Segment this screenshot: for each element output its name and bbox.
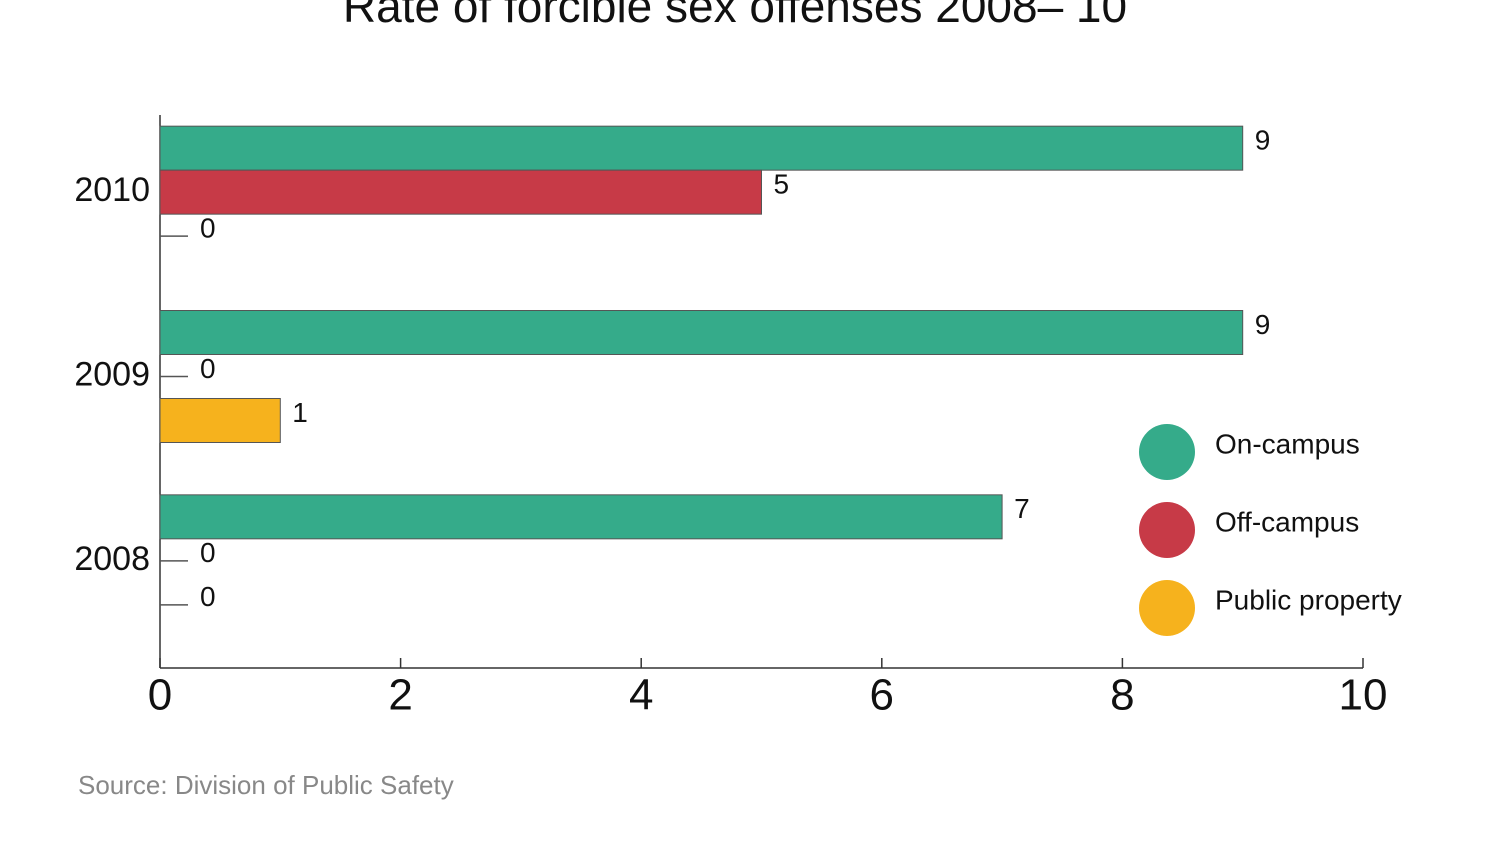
chart-title: Rate of forcible sex offenses 2008– 10 <box>343 0 1127 32</box>
value-label: 7 <box>1014 493 1030 524</box>
x-tick-label: 8 <box>1110 671 1134 720</box>
legend-label: Public property <box>1215 584 1402 615</box>
y-tick-label: 2009 <box>74 355 150 393</box>
bar <box>159 398 281 443</box>
value-label: 9 <box>1255 125 1271 156</box>
y-tick-label: 2010 <box>74 171 150 209</box>
x-tick-label: 6 <box>870 671 894 720</box>
value-label: 0 <box>200 213 216 244</box>
bar <box>159 125 1244 171</box>
source: Source: Division of Public Safety <box>78 770 454 800</box>
legend-label: On-campus <box>1215 428 1360 459</box>
value-label: 1 <box>292 397 308 428</box>
value-label: 9 <box>1255 309 1271 340</box>
bar <box>159 494 1003 540</box>
y-tick-label: 2008 <box>74 540 150 578</box>
legend-swatch <box>1139 502 1195 558</box>
legend-swatch <box>1139 424 1195 480</box>
value-label: 0 <box>200 581 216 612</box>
value-label: 0 <box>200 353 216 384</box>
x-tick-label: 10 <box>1339 671 1388 720</box>
x-tick-label: 0 <box>148 671 172 720</box>
value-label: 5 <box>774 169 790 200</box>
x-tick-label: 2 <box>388 671 412 720</box>
value-label: 0 <box>200 537 216 568</box>
x-tick-label: 4 <box>629 671 653 720</box>
bar <box>159 169 762 215</box>
legend-label: Off-campus <box>1215 506 1359 537</box>
bar <box>159 310 1244 355</box>
legend-swatch <box>1139 580 1195 636</box>
